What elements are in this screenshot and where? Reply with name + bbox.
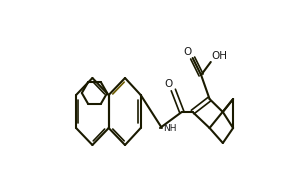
Text: O: O (184, 47, 192, 57)
Text: NH: NH (163, 124, 176, 133)
Text: O: O (164, 79, 172, 89)
Text: OH: OH (211, 52, 227, 61)
